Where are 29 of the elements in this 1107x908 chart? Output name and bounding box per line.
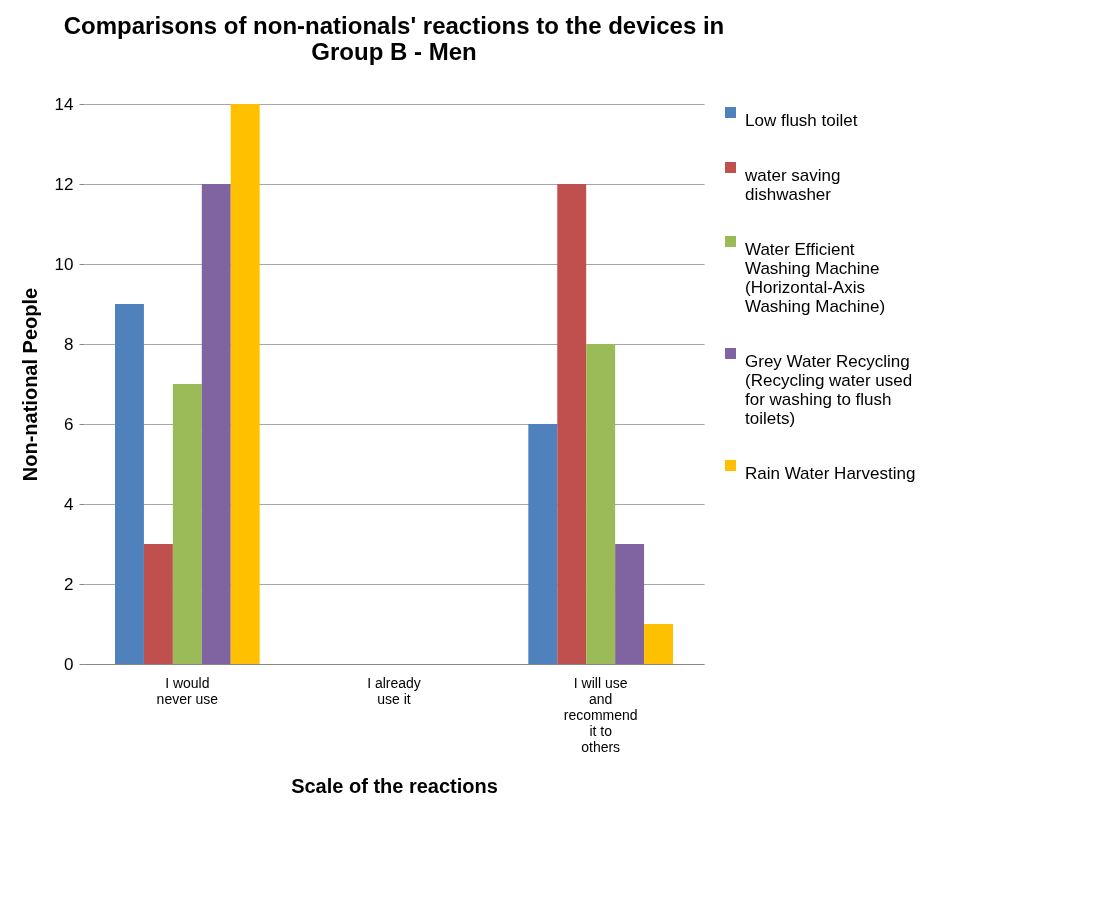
- bar: [557, 184, 587, 664]
- y-tick-label: 4: [64, 494, 74, 514]
- bar: [115, 304, 144, 664]
- chart-title: Comparisons of non-nationals' reactions to the devices in Group B - Men: [63, 12, 725, 65]
- y-tick-label: 6: [64, 414, 74, 434]
- bar: [201, 184, 231, 664]
- legend-label: Water Efficient Washing Machine (Horizontal-Axis Washing Machine): [745, 239, 886, 316]
- y-tick-label: 14: [54, 94, 74, 114]
- bar: [586, 344, 616, 664]
- bar: [528, 424, 558, 664]
- y-tick-label: 8: [64, 334, 74, 354]
- x-axis-title: Scale of the reactions: [291, 774, 498, 797]
- bar: [143, 544, 173, 664]
- x-tick-label: I already use it: [367, 674, 421, 707]
- legend-label: Low flush toilet: [745, 110, 858, 130]
- y-tick-label: 0: [64, 654, 74, 674]
- y-axis-title: Non-national People: [18, 287, 41, 482]
- x-tick-label: I would never use: [156, 674, 219, 707]
- x-tick-label: I will use and recommend it to others: [563, 674, 638, 755]
- legend-label: Grey Water Recycling (Recycling water used for washing to flush toilets): [745, 351, 913, 428]
- bar: [615, 544, 645, 664]
- y-tick-label: 2: [64, 574, 74, 594]
- y-tick-label: 12: [54, 174, 74, 194]
- bar: [644, 624, 673, 664]
- legend-label: Rain Water Harvesting: [745, 463, 916, 483]
- bar: [172, 384, 202, 664]
- bar: [230, 104, 260, 664]
- y-tick-label: 10: [54, 254, 74, 274]
- legend-label: water saving dishwasher: [744, 165, 841, 204]
